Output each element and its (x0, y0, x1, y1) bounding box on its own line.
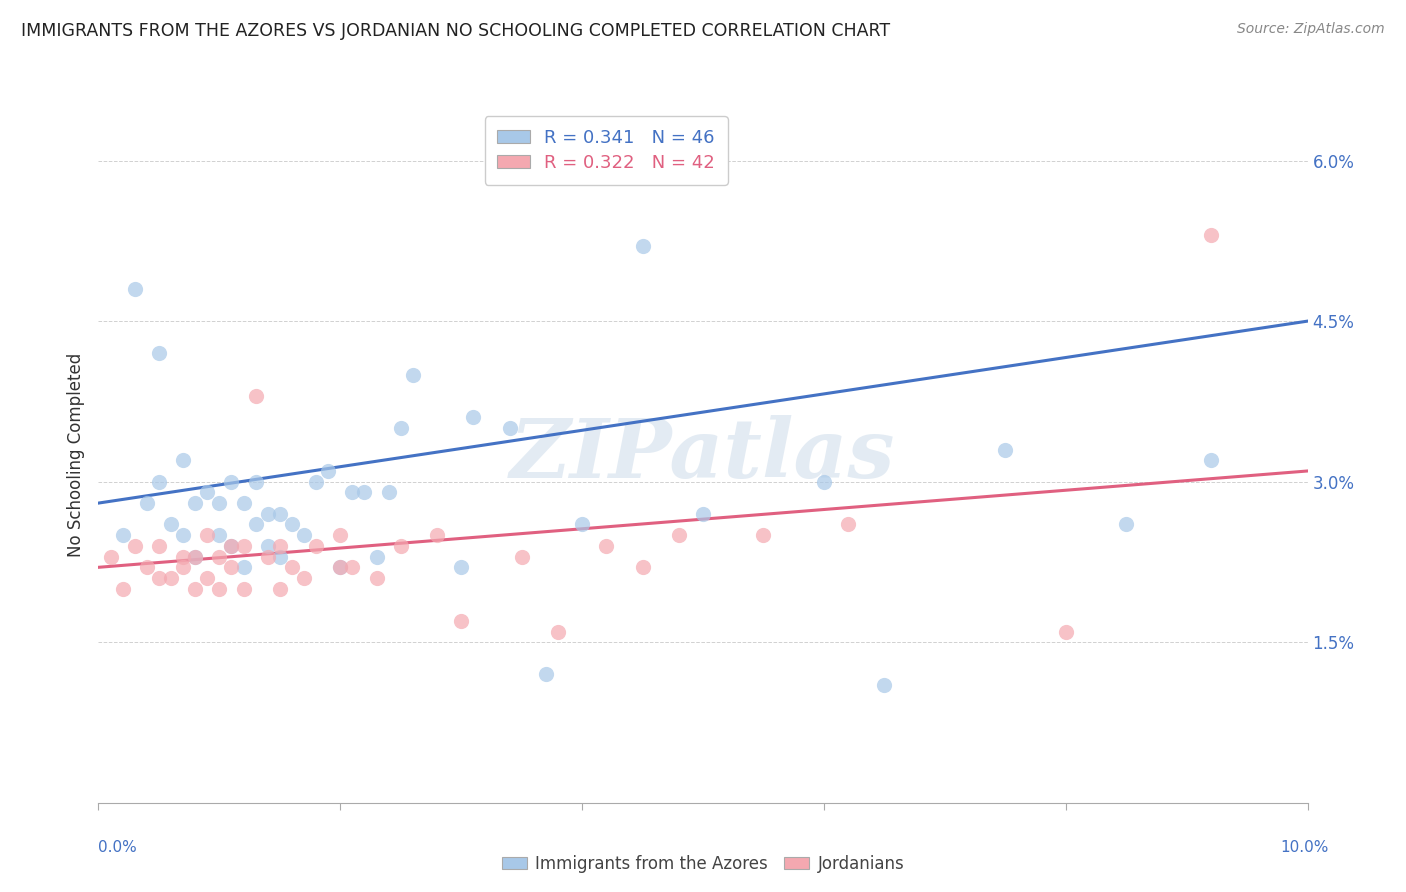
Point (232, 496, 254, 510)
Point (221, 560, 243, 574)
Point (160, 571, 183, 585)
Point (305, 475, 328, 489)
Point (172, 528, 194, 542)
Point (837, 517, 859, 532)
Point (1199, 453, 1222, 467)
Point (148, 539, 170, 553)
Point (1054, 624, 1077, 639)
Point (342, 485, 364, 500)
Point (813, 475, 835, 489)
Point (124, 539, 146, 553)
Point (269, 582, 291, 596)
Text: ZIPatlas: ZIPatlas (510, 415, 896, 495)
Point (124, 282, 146, 296)
Point (135, 560, 157, 574)
Point (172, 560, 194, 574)
Point (292, 571, 315, 585)
Point (329, 560, 352, 574)
Point (342, 560, 364, 574)
Point (184, 582, 207, 596)
Point (184, 496, 207, 510)
Point (463, 410, 485, 425)
Point (208, 528, 231, 542)
Point (221, 539, 243, 553)
Point (292, 528, 315, 542)
Point (172, 549, 194, 564)
Point (873, 678, 896, 692)
Point (353, 485, 375, 500)
Point (172, 453, 194, 467)
Point (160, 517, 183, 532)
Point (208, 582, 231, 596)
Text: Source: ZipAtlas.com: Source: ZipAtlas.com (1237, 22, 1385, 37)
Point (256, 539, 278, 553)
Point (245, 517, 267, 532)
Point (245, 389, 267, 403)
Point (329, 560, 352, 574)
Point (450, 560, 472, 574)
Point (305, 539, 328, 553)
Point (221, 539, 243, 553)
Point (195, 528, 218, 542)
Point (232, 539, 254, 553)
Point (245, 475, 267, 489)
Point (1199, 228, 1222, 243)
Point (377, 485, 399, 500)
Point (316, 464, 339, 478)
Point (692, 507, 714, 521)
Point (148, 475, 170, 489)
Point (571, 517, 593, 532)
Point (111, 528, 134, 542)
Legend: Immigrants from the Azores, Jordanians: Immigrants from the Azores, Jordanians (495, 848, 911, 880)
Point (450, 614, 472, 628)
Point (100, 549, 122, 564)
Point (195, 571, 218, 585)
Point (281, 560, 304, 574)
Point (208, 549, 231, 564)
Point (281, 517, 304, 532)
Point (1115, 517, 1137, 532)
Point (510, 549, 533, 564)
Point (366, 549, 388, 564)
Point (389, 421, 412, 435)
Point (221, 475, 243, 489)
Text: IMMIGRANTS FROM THE AZORES VS JORDANIAN NO SCHOOLING COMPLETED CORRELATION CHART: IMMIGRANTS FROM THE AZORES VS JORDANIAN … (21, 22, 890, 40)
Text: 0.0%: 0.0% (98, 840, 138, 855)
Point (389, 539, 412, 553)
Point (148, 346, 170, 360)
Point (366, 571, 388, 585)
Point (752, 528, 775, 542)
Point (232, 560, 254, 574)
Point (426, 528, 449, 542)
Point (232, 582, 254, 596)
Point (184, 549, 207, 564)
Point (547, 624, 569, 639)
Point (498, 421, 520, 435)
Point (148, 571, 170, 585)
Legend: R = 0.341   N = 46, R = 0.322   N = 42: R = 0.341 N = 46, R = 0.322 N = 42 (485, 116, 728, 185)
Point (135, 496, 157, 510)
Point (631, 239, 654, 253)
Point (631, 560, 654, 574)
Point (994, 442, 1017, 457)
Point (256, 507, 278, 521)
Point (269, 539, 291, 553)
Point (269, 549, 291, 564)
Point (329, 528, 352, 542)
Y-axis label: No Schooling Completed: No Schooling Completed (66, 353, 84, 557)
Point (111, 582, 134, 596)
Point (595, 539, 617, 553)
Point (195, 485, 218, 500)
Point (208, 496, 231, 510)
Point (668, 528, 690, 542)
Point (534, 667, 557, 681)
Point (269, 507, 291, 521)
Point (256, 549, 278, 564)
Point (402, 368, 425, 382)
Point (184, 549, 207, 564)
Text: 10.0%: 10.0% (1281, 840, 1329, 855)
